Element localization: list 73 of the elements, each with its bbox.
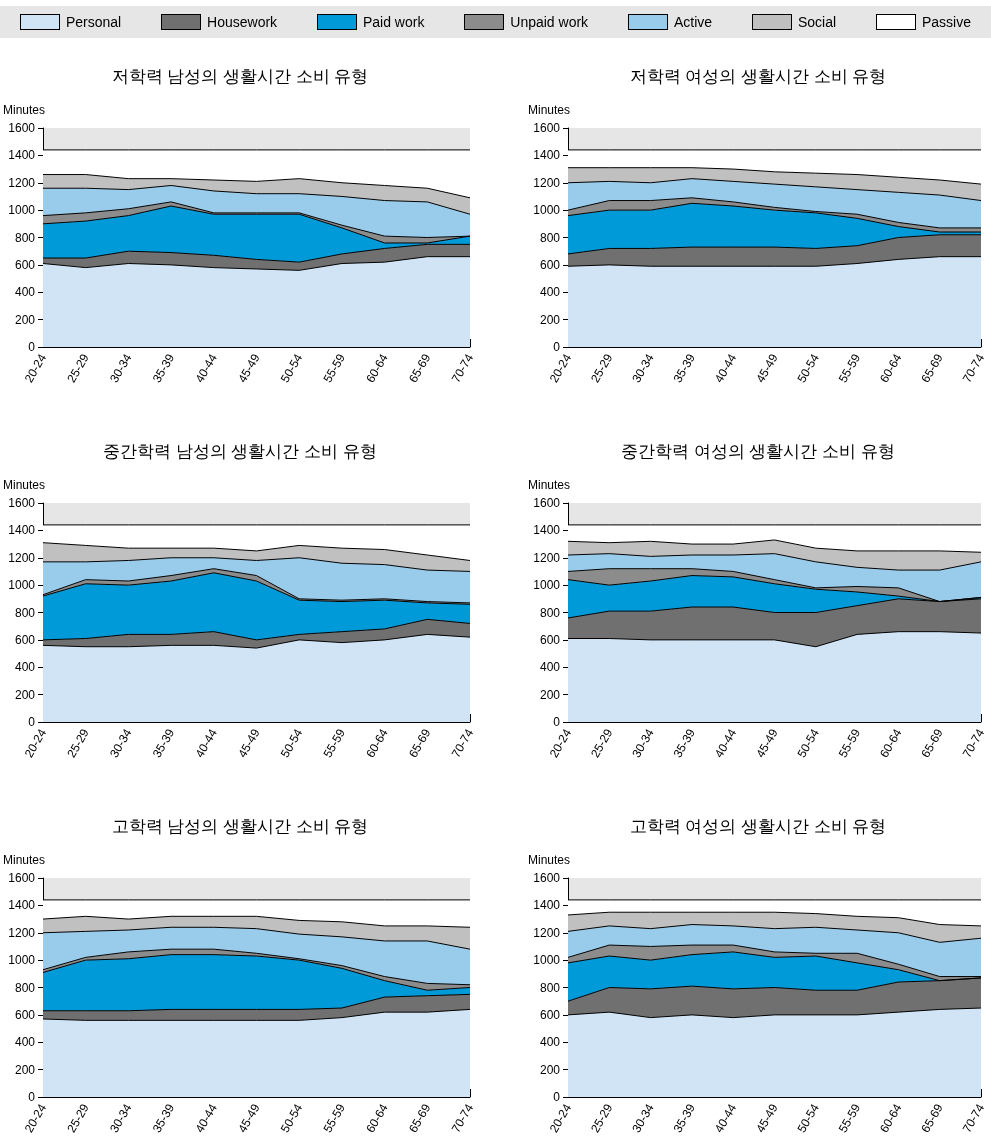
y-tick-label: 1000 [8,578,36,593]
y-tick-label: 200 [539,687,561,702]
chart-title: 중간학력 여성의 생활시간 소비 유형 [621,442,895,461]
y-tick-label: 1600 [8,121,36,135]
y-tick-label: 0 [553,1090,561,1104]
y-tick-label: 1000 [533,578,561,593]
y-tick-label: 600 [14,257,36,272]
y-tick-label: 1600 [8,496,36,510]
y-tick-label: 1600 [8,871,36,885]
legend-label: Paid work [362,14,425,30]
y-tick-label: 0 [28,340,36,354]
y-tick-label: 200 [14,312,36,327]
y-axis-title: Minutes [528,478,571,492]
y-tick-label: 0 [28,1090,36,1104]
y-tick-label: 800 [539,980,561,995]
y-tick-label: 600 [539,1007,561,1022]
y-tick-label: 1200 [8,175,36,190]
y-tick-label: 1400 [8,523,36,538]
y-tick-label: 1000 [8,953,36,968]
y-tick-label: 0 [28,715,36,729]
y-tick-label: 1000 [533,203,561,218]
y-tick-label: 1200 [533,175,561,190]
y-tick-label: 1600 [533,121,561,135]
y-tick-label: 200 [539,1062,561,1077]
chart-title: 고학력 여성의 생활시간 소비 유형 [629,817,887,836]
y-tick-label: 0 [553,340,561,354]
y-tick-label: 200 [539,312,561,327]
y-tick-label: 1200 [8,925,36,940]
y-axis-title: Minutes [3,103,46,117]
y-tick-label: 800 [14,605,36,620]
y-tick-label: 1400 [8,898,36,913]
y-tick-label: 800 [539,230,561,245]
y-axis-title: Minutes [3,853,46,867]
y-tick-label: 0 [553,715,561,729]
y-axis-title: Minutes [3,478,46,492]
legend-label: Housework [207,14,278,30]
y-tick-label: 1400 [8,148,36,163]
y-tick-label: 600 [14,632,36,647]
y-tick-label: 1600 [533,496,561,510]
y-tick-label: 1600 [533,871,561,885]
y-tick-label: 800 [539,605,561,620]
legend-label: Passive [921,14,971,30]
legend-label: Social [797,14,837,30]
y-tick-label: 400 [14,660,36,675]
y-tick-label: 1400 [533,898,561,913]
y-tick-label: 1400 [533,148,561,163]
y-axis-title: Minutes [528,103,571,117]
legend-label: Unpaid work [510,14,589,30]
y-tick-label: 200 [14,1062,36,1077]
y-tick-label: 800 [14,980,36,995]
y-tick-label: 400 [539,285,561,300]
y-tick-label: 400 [539,1035,561,1050]
chart-title: 저학력 여성의 생활시간 소비 유형 [629,67,887,86]
y-tick-label: 400 [14,1035,36,1050]
y-tick-label: 600 [539,257,561,272]
chart-title: 저학력 남성의 생활시간 소비 유형 [111,67,369,86]
y-tick-label: 1200 [8,550,36,565]
y-tick-label: 1200 [533,925,561,940]
y-tick-label: 200 [14,687,36,702]
y-tick-label: 600 [14,1007,36,1022]
y-tick-label: 800 [14,230,36,245]
y-tick-label: 400 [14,285,36,300]
chart-title: 고학력 남성의 생활시간 소비 유형 [111,817,369,836]
legend-label: Personal [65,14,122,30]
y-tick-label: 1000 [8,203,36,218]
y-tick-label: 1000 [533,953,561,968]
y-tick-label: 1400 [533,523,561,538]
legend-label: Active [673,14,713,30]
y-tick-label: 600 [539,632,561,647]
y-tick-label: 400 [539,660,561,675]
chart-title: 중간학력 남성의 생활시간 소비 유형 [103,442,377,461]
y-axis-title: Minutes [528,853,571,867]
y-tick-label: 1200 [533,550,561,565]
